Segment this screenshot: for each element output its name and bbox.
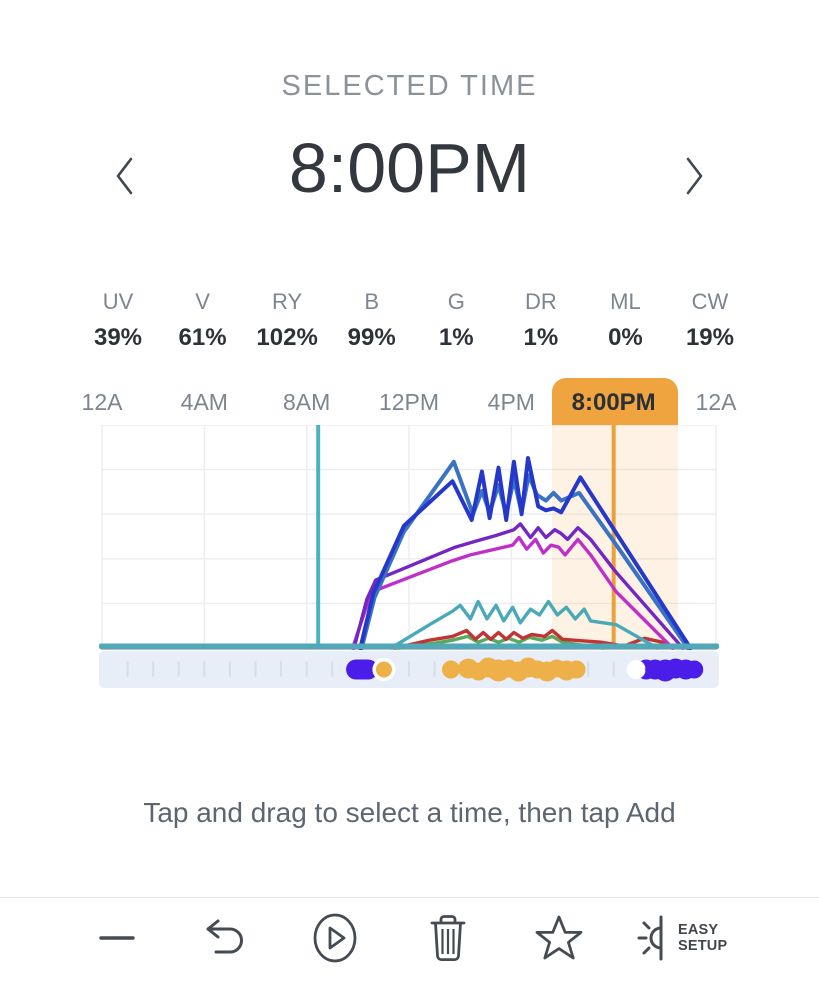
strip-point-pill <box>346 659 379 680</box>
strip-point-dot <box>375 661 392 678</box>
channel-B: B 99% <box>348 289 396 352</box>
channel-percent: 0% <box>608 324 643 351</box>
channel-UV: UV 39% <box>94 289 142 352</box>
play-circle-icon <box>313 913 357 963</box>
channel-values-row: UV 39% V 61% RY 102% B 99% G 1% DR 1% ML 0% CW 19% <box>0 289 819 361</box>
series-V <box>352 522 685 650</box>
easy-setup-label: EASY SETUP <box>678 922 728 954</box>
channel-percent: 61% <box>178 324 227 351</box>
time-tick-label-800PM: 8:00PM <box>571 389 656 416</box>
channel-percent: 1% <box>438 324 474 351</box>
selected-time-badge[interactable] <box>552 378 679 426</box>
channel-code: ML <box>610 289 641 314</box>
channel-code: G <box>447 289 465 314</box>
chevron-right-icon <box>686 157 703 195</box>
series-UV <box>351 535 675 650</box>
strip-point-dot <box>685 660 704 679</box>
strip-point-dot <box>567 660 586 679</box>
schedule-timeline[interactable]: 12A 4AM 8AM 12PM 4PM 8:00PM 12A <box>0 378 819 696</box>
strip-point-dot <box>626 660 646 679</box>
baseline <box>99 643 719 649</box>
chevron-left-icon <box>116 157 133 195</box>
star-icon <box>535 915 583 960</box>
channel-code: UV <box>102 289 134 314</box>
minus-icon <box>99 936 135 940</box>
channel-RY: RY 102% <box>256 289 317 352</box>
channel-percent: 99% <box>347 324 396 351</box>
toolbar-divider <box>0 897 819 898</box>
channel-percent: 39% <box>93 324 143 351</box>
series-CW <box>389 599 659 650</box>
channel-code: CW <box>691 289 729 314</box>
previous-time-button[interactable] <box>100 148 150 204</box>
undo-button[interactable] <box>203 917 245 959</box>
channel-percent: 1% <box>523 324 559 351</box>
channel-code: DR <box>524 289 557 314</box>
trash-icon <box>430 915 466 962</box>
schedule-chart[interactable] <box>0 425 819 691</box>
time-tick-label-8AM: 8AM <box>283 389 331 415</box>
instruction-text: Tap and drag to select a time, then tap … <box>143 797 676 828</box>
channel-ML: ML 0% <box>608 289 643 352</box>
channel-CW: CW 19% <box>686 289 734 352</box>
bottom-toolbar: EASY SETUP <box>0 905 819 975</box>
favorite-button[interactable] <box>535 914 583 962</box>
series-B <box>359 459 690 650</box>
time-tick-label-4AM: 4AM <box>180 389 228 415</box>
series-RY <box>358 456 693 650</box>
time-tick-label-12PM: 12PM <box>378 389 440 415</box>
channel-percent: 19% <box>685 324 735 351</box>
time-tick-label-12A: 12A <box>695 389 737 415</box>
easy-setup-button[interactable]: EASY SETUP <box>636 914 727 962</box>
undo-icon <box>206 919 243 954</box>
collapse-button[interactable] <box>99 934 135 942</box>
channel-code: V <box>195 289 210 314</box>
channel-code: B <box>364 289 380 314</box>
channel-DR: DR 1% <box>524 289 559 352</box>
easy-setup-sun-icon <box>637 915 663 961</box>
next-time-button[interactable] <box>669 148 719 204</box>
strip-point-dot <box>441 660 460 679</box>
time-tick-label-12A: 12A <box>81 389 123 415</box>
selected-time-heading: SELECTED TIME <box>281 70 538 102</box>
delete-button[interactable] <box>426 912 470 964</box>
time-tick-label-4PM: 4PM <box>487 389 535 415</box>
channel-V: V 61% <box>179 289 227 352</box>
preview-play-button[interactable] <box>312 912 358 964</box>
channel-code: RY <box>272 289 303 314</box>
selected-time-value: 8:00PM <box>288 129 531 207</box>
channel-percent: 102% <box>256 324 318 351</box>
channel-G: G 1% <box>439 289 474 352</box>
